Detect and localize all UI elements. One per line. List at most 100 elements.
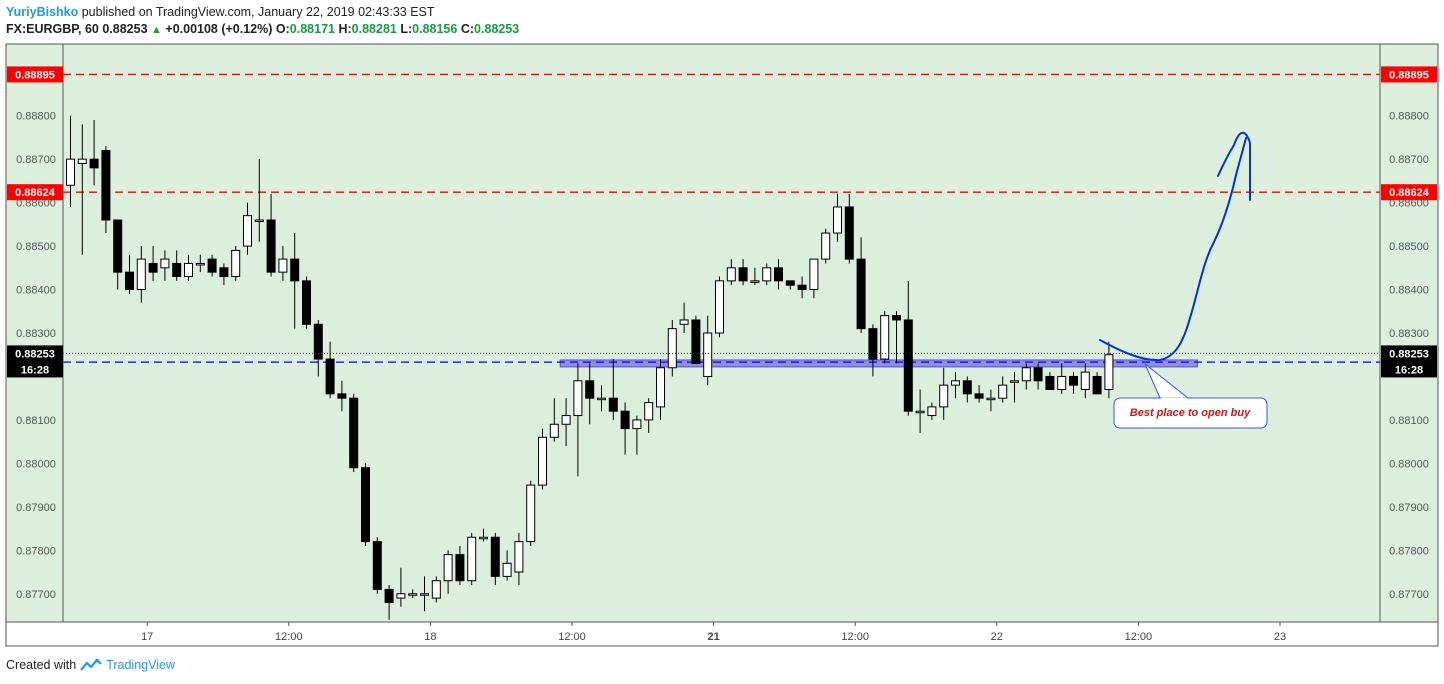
candle-body-down — [172, 262, 182, 278]
candle-body-up — [243, 215, 252, 247]
candle-body-down — [608, 397, 618, 412]
candle-body-down — [774, 267, 783, 282]
y-tick-label-right: 0.88700 — [1389, 154, 1429, 166]
x-tick-label: 23 — [1274, 631, 1286, 643]
candle — [490, 532, 500, 586]
candle-body-down — [903, 319, 913, 412]
candle-body-up — [644, 402, 654, 421]
candle-body-down — [361, 467, 370, 543]
candle-body-down — [1045, 375, 1055, 390]
candle — [384, 585, 394, 620]
candle — [974, 385, 984, 403]
candle — [585, 363, 595, 425]
candle-body-up — [396, 593, 406, 599]
buy-zone-rect — [559, 359, 1198, 368]
candle — [951, 372, 960, 399]
annotation-text: Best place to open buy — [1130, 407, 1251, 419]
candle-body-up — [833, 206, 842, 234]
x-tick-label: 22 — [991, 631, 1003, 643]
candle — [1045, 372, 1055, 390]
candle — [514, 532, 524, 586]
price-chart[interactable]: 0.88800 0.88700 0.88600 0.88500 0.88400 0.883… — [0, 0, 1444, 650]
low-value: 0.88156 — [412, 22, 458, 36]
candle — [998, 376, 1008, 403]
open-value: 0.88171 — [289, 22, 335, 36]
x-tick-label: 12:00 — [1125, 631, 1153, 643]
high-label: H: — [338, 22, 352, 36]
candle — [1080, 363, 1090, 399]
candle — [915, 389, 925, 433]
left-price-scale: 0.88800 0.88700 0.88600 0.88500 0.88400 0.883… — [16, 111, 56, 601]
candle — [172, 250, 182, 281]
candle-body-down — [207, 258, 217, 273]
candle-body-down — [148, 262, 158, 273]
candle-body-up — [821, 232, 831, 260]
candle — [679, 302, 689, 333]
candles — [66, 115, 1114, 620]
candle-body-down — [290, 258, 300, 282]
candle — [821, 228, 831, 264]
candle — [148, 246, 158, 281]
right-price-scale: 0.88800 0.88700 0.88600 0.88500 0.88400 0.883… — [1389, 111, 1429, 601]
tradingview-brand[interactable]: TradingView — [106, 658, 175, 672]
y-tick-label-left: 0.88800 — [16, 111, 56, 123]
last-price-tag — [7, 345, 63, 362]
candle-body-up — [703, 332, 713, 377]
y-tick-label-right: 0.88000 — [1389, 458, 1429, 470]
candle — [962, 376, 972, 403]
candle-body-down — [337, 393, 347, 399]
author-link[interactable]: YuriyBishko — [6, 5, 79, 19]
candle-body-down — [113, 219, 123, 273]
symbol-info: FX:EURGBP, 60 0.88253 ▲ +0.00108 (+0.12%… — [6, 22, 519, 36]
y-tick-label-right: 0.87900 — [1389, 502, 1429, 514]
candle — [1057, 363, 1067, 394]
candle — [243, 202, 252, 255]
candle-body-down — [974, 393, 984, 399]
level-price-tag-right — [1381, 66, 1437, 83]
last-price-tag — [1381, 345, 1437, 362]
y-tick-label-right: 0.87800 — [1389, 545, 1429, 557]
candle-body-down — [302, 280, 311, 325]
candle-body-up — [667, 328, 677, 369]
candle — [266, 193, 276, 277]
candle — [526, 480, 536, 546]
candle-body-down — [868, 328, 878, 360]
candle-body-up — [420, 593, 429, 596]
candle-body-up — [136, 258, 146, 291]
candle-body-down — [490, 536, 500, 577]
right-axis-panel — [1380, 44, 1438, 622]
x-tick-label: 21 — [707, 631, 719, 643]
candle-body-up — [573, 380, 583, 417]
candle — [667, 319, 677, 377]
close-value: 0.88253 — [474, 22, 520, 36]
price-change: +0.00108 (+0.12%) — [165, 22, 273, 36]
y-tick-label-left: 0.87700 — [16, 589, 56, 601]
candle — [927, 402, 937, 420]
candle — [833, 193, 842, 242]
candle-body-down — [585, 380, 595, 399]
candle-body-up — [479, 536, 488, 540]
candle-body-up — [254, 219, 264, 223]
low-label: L: — [400, 22, 413, 36]
symbol-name: FX:EURGBP, 60 — [6, 22, 99, 36]
candle — [762, 263, 772, 286]
candle-body-up — [502, 562, 512, 577]
y-tick-label-left: 0.88400 — [16, 285, 56, 297]
y-tick-label-left: 0.88500 — [16, 241, 56, 253]
forecast-drawing — [1099, 131, 1251, 362]
candle — [620, 402, 630, 455]
candle — [136, 246, 146, 303]
candle-body-up — [66, 158, 75, 186]
candle-body-up — [443, 554, 453, 582]
candle-body-up — [679, 319, 689, 325]
candle — [195, 254, 205, 273]
candle — [1033, 363, 1043, 390]
candle-body-down — [1069, 375, 1078, 386]
candle-body-up — [160, 258, 170, 269]
candle — [632, 415, 642, 455]
candle-body-down — [1092, 375, 1102, 395]
candle — [703, 315, 713, 386]
last-price-label: 0.88253 — [15, 348, 55, 360]
candle-body-up — [951, 380, 960, 386]
candle — [125, 254, 134, 294]
